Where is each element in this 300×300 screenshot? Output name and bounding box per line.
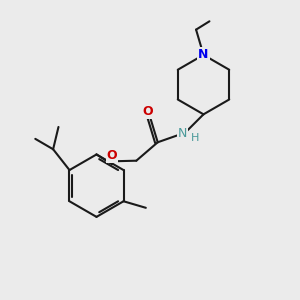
Text: O: O	[142, 105, 153, 118]
Text: N: N	[198, 48, 209, 62]
Text: H: H	[190, 133, 199, 143]
Text: O: O	[106, 149, 117, 162]
Text: N: N	[178, 127, 188, 140]
